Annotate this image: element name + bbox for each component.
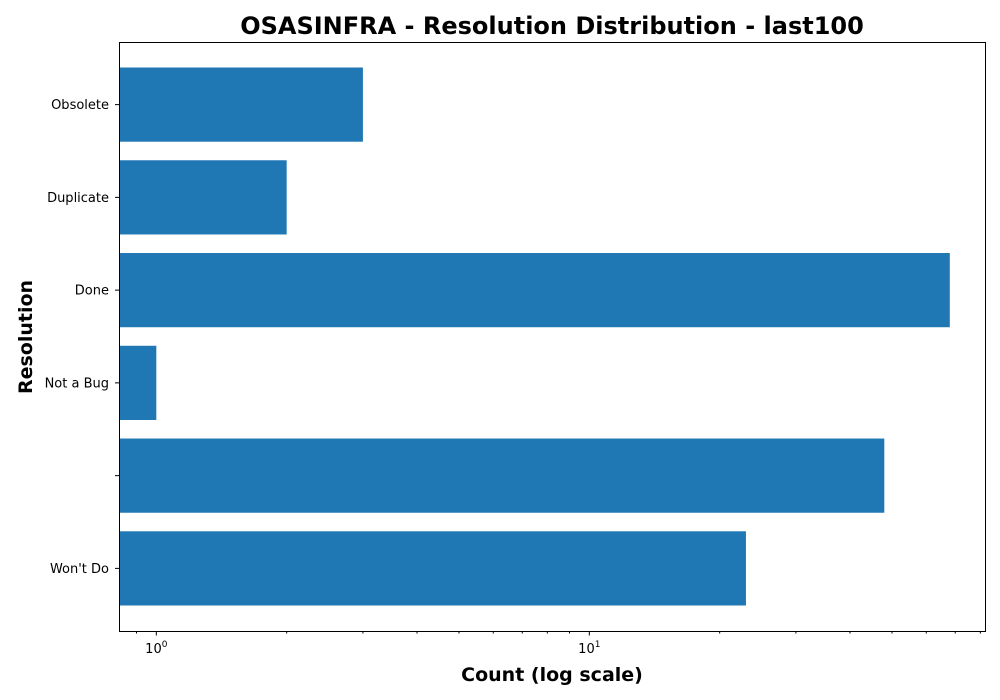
y-tick-label: Not a Bug — [45, 376, 109, 391]
y-tick-label: Duplicate — [47, 191, 109, 206]
plot-frame — [119, 42, 986, 632]
bars-group — [119, 67, 950, 606]
x-major-ticks: 100 101 — [145, 631, 600, 657]
y-tick-label: Won't Do — [50, 562, 109, 577]
bar — [119, 531, 746, 606]
bar — [119, 345, 157, 420]
chart-title: OSASINFRA - Resolution Distribution - la… — [240, 12, 864, 40]
bar — [119, 438, 885, 513]
y-tick-label: Done — [75, 284, 109, 299]
y-tick-label: Obsolete — [51, 98, 109, 113]
bar — [119, 253, 950, 328]
x-axis-label: Count (log scale) — [461, 664, 643, 686]
y-axis-label: Resolution — [15, 280, 37, 394]
y-ticks: Won't Do Not a Bug Done Duplicate Obsolete — [45, 98, 119, 577]
bar — [119, 67, 363, 142]
x-tick-label: 100 — [145, 640, 168, 657]
bar — [119, 160, 287, 235]
x-tick-label: 101 — [578, 640, 600, 657]
